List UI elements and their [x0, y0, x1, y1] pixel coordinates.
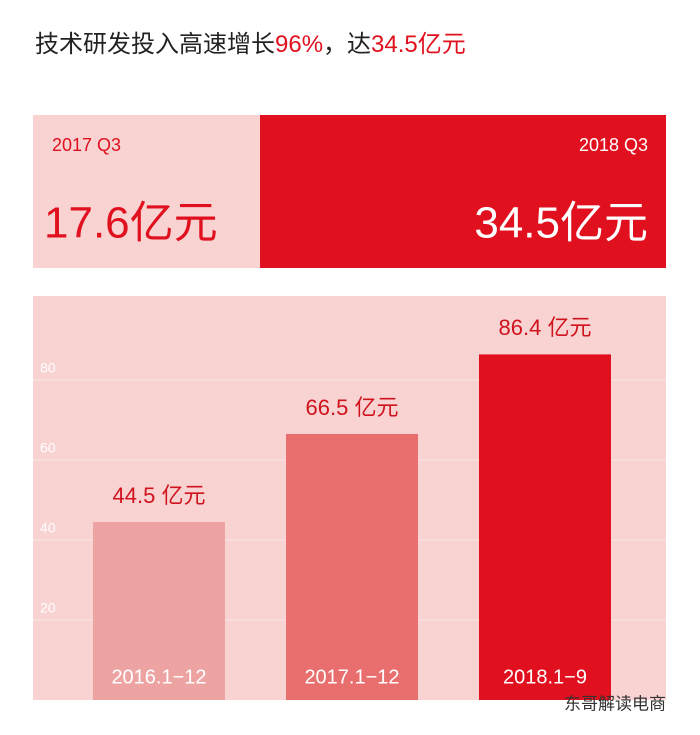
- panel-left: [33, 115, 260, 268]
- period-value: 17.6亿元: [44, 199, 218, 248]
- bar: [93, 522, 225, 700]
- panel-right: [260, 115, 666, 268]
- value-label: 66.5 亿元: [306, 395, 399, 420]
- bar: [479, 354, 611, 700]
- y-tick-label: 80: [40, 360, 56, 376]
- y-tick-label: 40: [40, 520, 56, 536]
- title-part: 34.5亿元: [371, 31, 466, 58]
- y-tick-label: 60: [40, 440, 56, 456]
- value-label: 86.4 亿元: [499, 315, 592, 340]
- period-label: 2018 Q3: [579, 135, 648, 155]
- title-part: 96%: [275, 31, 323, 58]
- y-tick-label: 20: [40, 600, 56, 616]
- x-tick-label: 2016.1−12: [111, 666, 206, 688]
- x-tick-label: 2017.1−12: [304, 666, 399, 688]
- x-tick-label: 2018.1−9: [503, 666, 587, 688]
- period-value: 34.5亿元: [474, 199, 648, 248]
- title-part: ，达: [323, 31, 371, 58]
- value-label: 44.5 亿元: [113, 483, 206, 508]
- title-part: 技术研发投入高速增长: [35, 31, 275, 58]
- watermark: 东哥解读电商: [564, 694, 666, 713]
- bar: [286, 434, 418, 700]
- title: 技术研发投入高速增长96%，达34.5亿元: [35, 31, 466, 58]
- period-label: 2017 Q3: [52, 135, 121, 155]
